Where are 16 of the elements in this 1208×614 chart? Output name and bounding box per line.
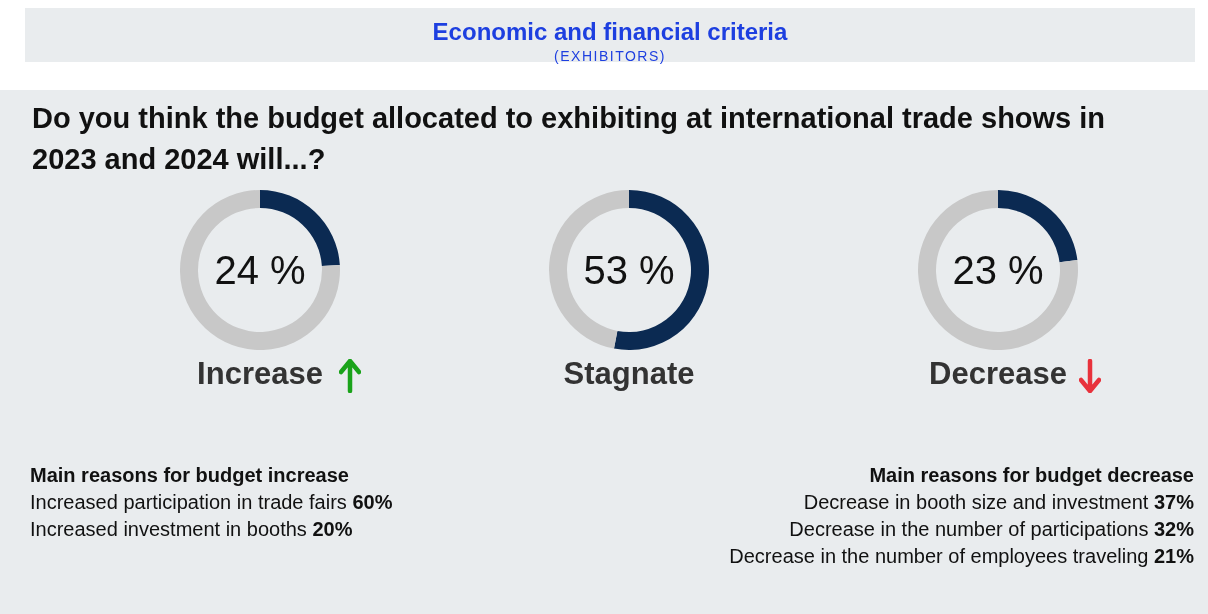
- text: Decrease in booth size and investment 37%: [802, 490, 1194, 515]
- text: Main reasons for budget increase: [30, 463, 350, 488]
- text: 24 %: [214, 248, 306, 292]
- text: Economic and financial criteria: [431, 18, 789, 46]
- text: Do you think the budget allocated to exhibiting at international trade shows in 2023 and 2024 will...?: [32, 101, 1107, 177]
- text: Increased participation in trade fairs 60%: [30, 490, 393, 515]
- text: Stagnate: [563, 356, 695, 391]
- text: Decrease: [929, 356, 1067, 391]
- text: Increase: [197, 356, 323, 391]
- text: Main reasons for budget decrease: [868, 463, 1194, 488]
- text: Increased investment in booths 20%: [30, 517, 354, 542]
- text: 53 %: [583, 248, 675, 292]
- text: (EXHIBITORS): [553, 48, 667, 64]
- text: Decrease in the number of employees traveling 21%: [729, 544, 1194, 569]
- text: 23 %: [952, 248, 1044, 292]
- text: Decrease in the number of participations 32%: [788, 517, 1194, 542]
